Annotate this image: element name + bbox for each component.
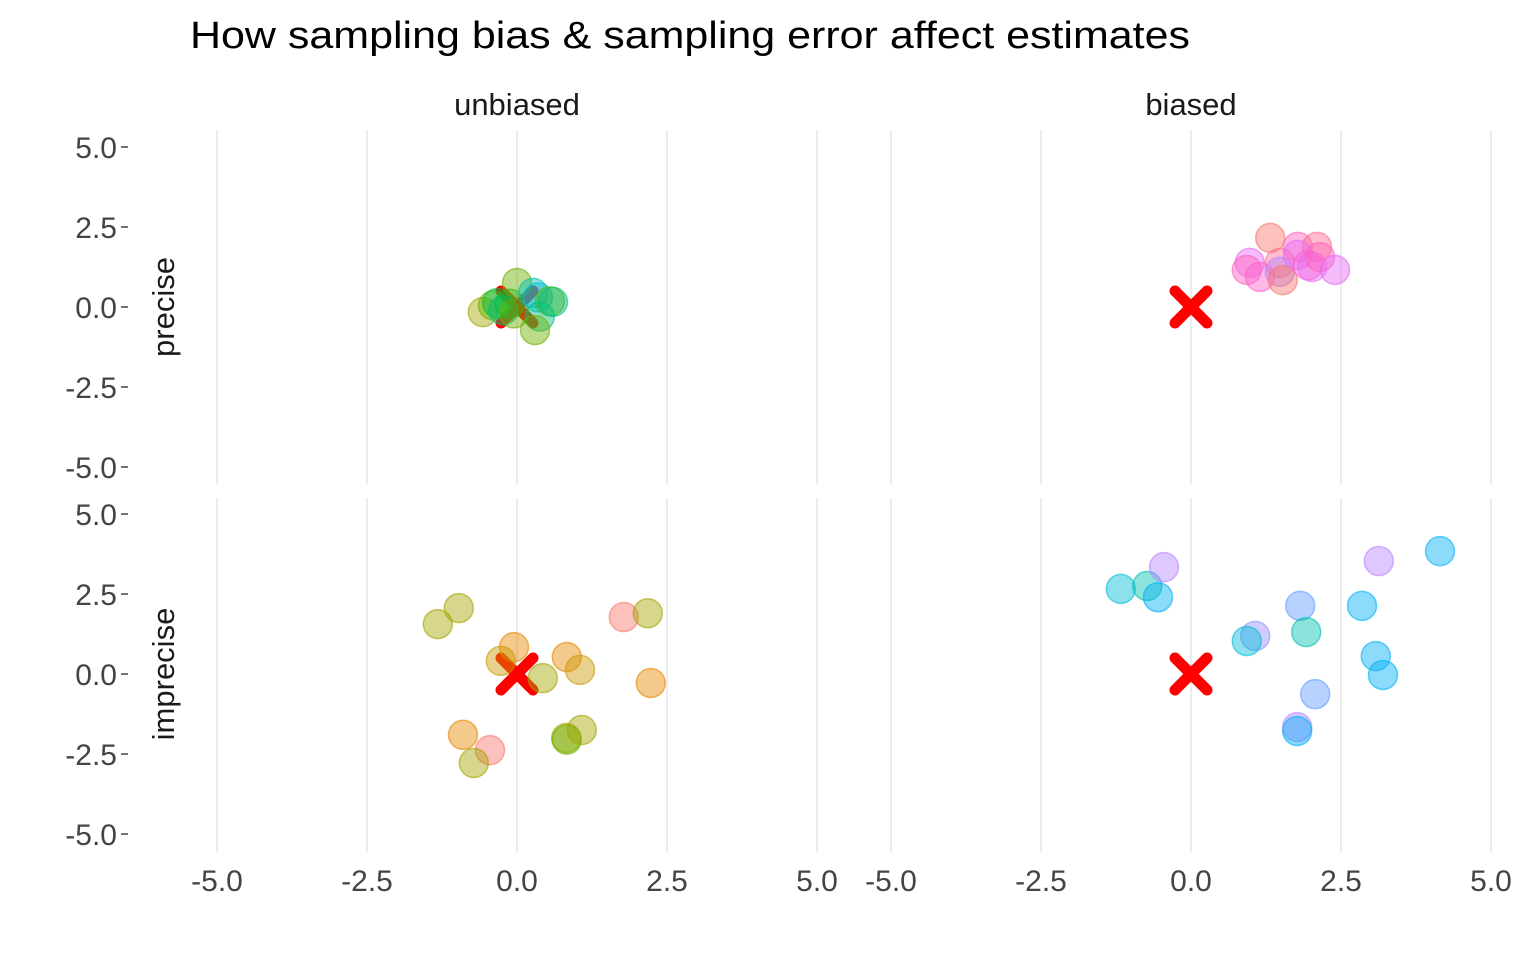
- x-tick-label: 0.0: [496, 865, 538, 898]
- data-point: [1296, 251, 1328, 283]
- y-tick-label: 5.0: [75, 132, 117, 165]
- data-point: [1319, 254, 1351, 286]
- data-point: [447, 719, 479, 751]
- column-label-biased: biased: [1145, 87, 1236, 122]
- column-label-unbiased: unbiased: [454, 87, 580, 122]
- target-x-marker: [1169, 652, 1213, 696]
- row-label-imprecise: imprecise: [146, 608, 181, 741]
- x-tick-label: 0.0: [1170, 865, 1212, 898]
- data-point: [1360, 640, 1392, 672]
- data-point: [635, 667, 667, 699]
- data-point: [1148, 551, 1180, 583]
- data-point: [458, 747, 490, 779]
- x-tick-label: -2.5: [341, 865, 393, 898]
- data-point: [1346, 590, 1378, 622]
- y-tick-label: 2.5: [75, 212, 117, 245]
- data-point: [551, 724, 583, 755]
- row-label-precise: precise: [146, 257, 181, 357]
- target-x-marker: [495, 652, 539, 696]
- x-tick-label: -5.0: [865, 865, 917, 898]
- y-tick-label: -5.0: [65, 819, 117, 852]
- data-point: [566, 714, 598, 746]
- x-tick-label: -5.0: [191, 865, 243, 898]
- x-tick-label: -2.5: [1015, 865, 1067, 898]
- data-point: [1299, 678, 1331, 710]
- y-tick-label: 2.5: [75, 579, 117, 612]
- data-point: [1231, 625, 1263, 657]
- data-point: [1267, 264, 1299, 296]
- x-tick-label: 2.5: [1320, 865, 1362, 898]
- data-point: [443, 592, 475, 624]
- data-point: [527, 662, 559, 694]
- data-point: [564, 654, 596, 686]
- data-point: [422, 608, 454, 640]
- data-point: [519, 314, 551, 346]
- data-point: [1239, 620, 1271, 652]
- data-point: [1290, 616, 1322, 648]
- chart-title: How sampling bias & sampling error affec…: [190, 15, 1190, 57]
- y-tick-label: -5.0: [65, 452, 117, 485]
- data-point: [474, 734, 506, 766]
- data-point: [1301, 231, 1333, 263]
- data-point: [501, 267, 533, 299]
- data-point: [1424, 535, 1456, 567]
- data-point: [1105, 573, 1137, 605]
- y-tick-label: 0.0: [75, 292, 117, 325]
- x-tick-label: 5.0: [796, 865, 838, 898]
- data-point: [1367, 659, 1399, 691]
- data-point: [485, 645, 517, 677]
- y-tick-label: -2.5: [65, 372, 117, 405]
- data-point: [1284, 590, 1316, 622]
- data-point: [1363, 545, 1395, 577]
- data-point: [498, 298, 530, 329]
- data-point: [608, 601, 640, 633]
- target-x-marker: [1169, 285, 1213, 329]
- data-point: [1281, 715, 1313, 747]
- x-tick-label: 5.0: [1470, 865, 1512, 898]
- y-tick-label: 0.0: [75, 659, 117, 692]
- data-point: [517, 277, 549, 309]
- y-tick-label: -2.5: [65, 739, 117, 772]
- data-point: [1142, 581, 1174, 613]
- data-point: [632, 597, 664, 629]
- y-tick-label: 5.0: [75, 499, 117, 532]
- data-point: [551, 641, 583, 673]
- x-tick-label: 2.5: [646, 865, 688, 898]
